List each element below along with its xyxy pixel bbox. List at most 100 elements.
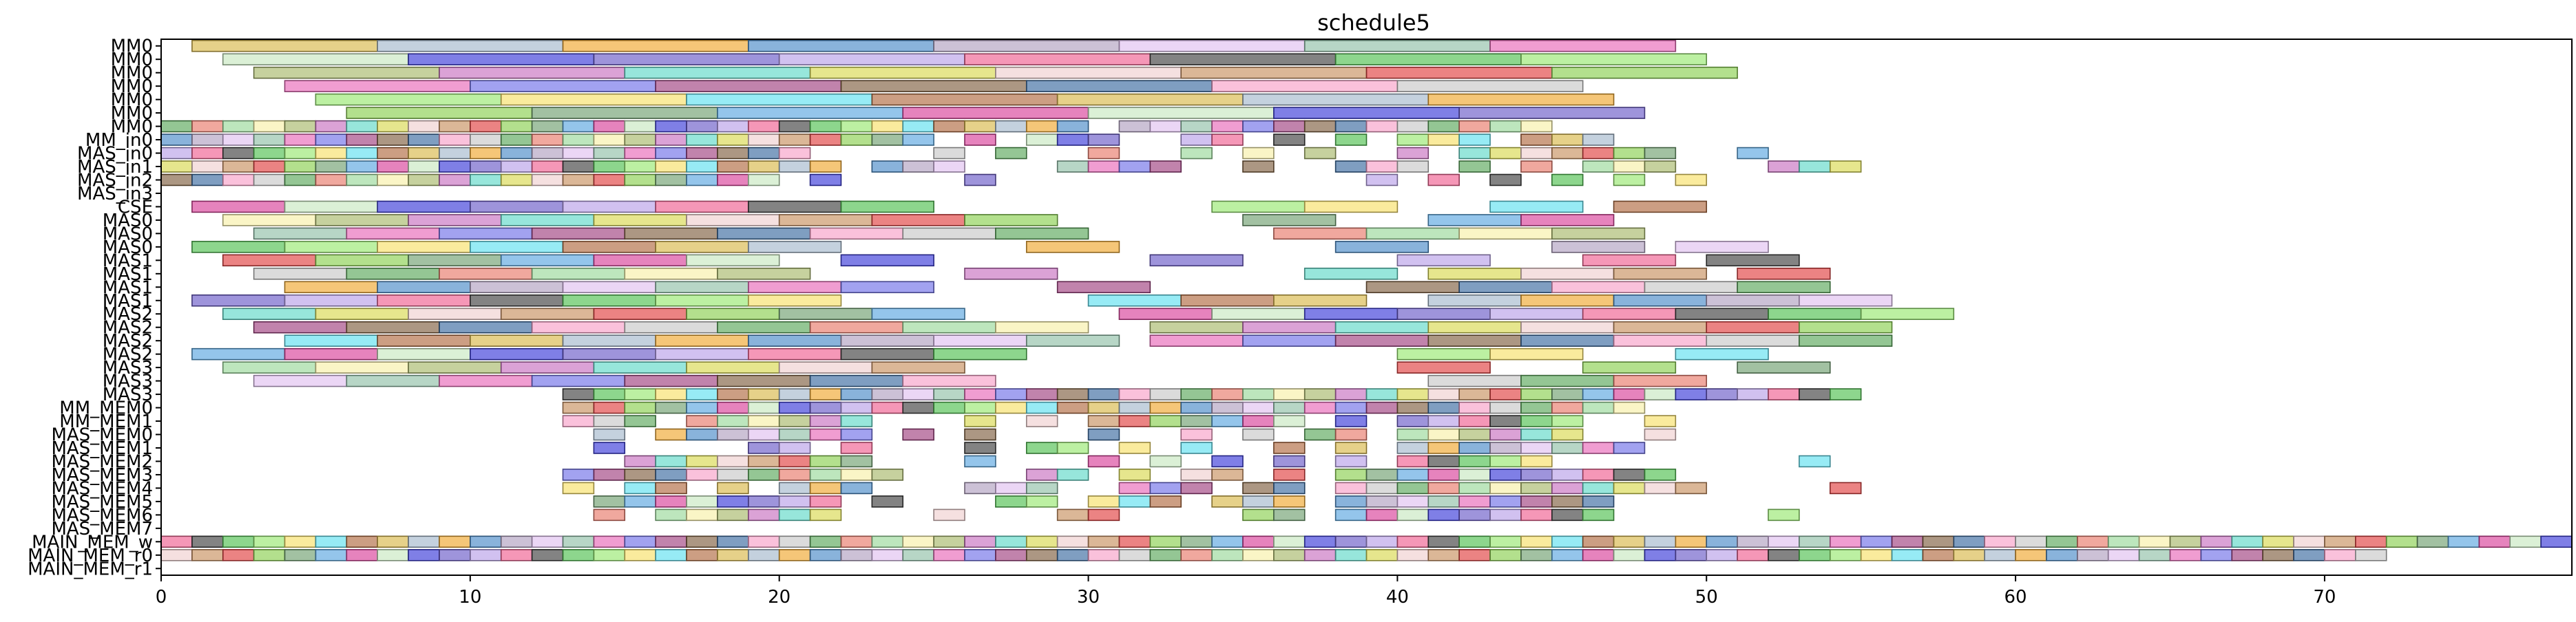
task-bar	[1180, 401, 1213, 414]
task-bar	[1551, 147, 1584, 160]
task-bar	[1489, 495, 1522, 508]
task-bar	[686, 120, 718, 133]
task-bar	[717, 535, 749, 548]
task-bar	[1365, 281, 1460, 294]
task-bar	[1520, 535, 1553, 548]
task-bar	[1056, 401, 1089, 414]
row-label: MAS_in3	[77, 184, 153, 204]
task-bar	[778, 388, 811, 400]
task-bar	[377, 334, 471, 347]
task-bar	[1087, 549, 1120, 561]
task-bar	[1242, 508, 1275, 522]
row-label: MAS_in0	[77, 144, 153, 164]
task-bar	[1984, 549, 2016, 561]
task-bar	[1211, 469, 1244, 481]
task-bar	[1303, 200, 1399, 213]
task-bar	[1644, 428, 1677, 441]
row-label: MAS_MEM1	[51, 438, 153, 459]
task-bar	[1056, 120, 1089, 133]
task-bar	[593, 495, 626, 508]
task-bar	[933, 334, 1027, 347]
task-bar	[995, 535, 1027, 548]
task-bar	[1365, 495, 1399, 508]
task-bar	[778, 469, 811, 481]
task-bar	[1644, 160, 1677, 173]
task-bar	[1706, 294, 1800, 307]
task-bar	[1334, 53, 1522, 65]
task-bar	[748, 160, 780, 173]
task-bar	[871, 549, 904, 561]
task-bar	[995, 482, 1027, 495]
task-bar	[1396, 308, 1491, 321]
task-bar	[253, 160, 286, 173]
task-bar	[531, 549, 564, 561]
task-bar	[964, 549, 996, 561]
task-bar	[686, 133, 718, 146]
task-bar	[1396, 401, 1430, 414]
task-bar	[1303, 428, 1337, 441]
task-bar	[933, 508, 965, 522]
task-bar	[717, 107, 904, 119]
task-bar	[1551, 442, 1584, 454]
task-bar	[964, 535, 996, 548]
row-label: MM0	[111, 50, 153, 70]
task-bar	[809, 120, 842, 133]
task-bar	[222, 361, 317, 374]
task-bar	[284, 160, 317, 173]
task-bar	[1613, 294, 1708, 307]
task-bar	[562, 120, 595, 133]
task-bar	[902, 120, 934, 133]
task-bar	[191, 160, 224, 173]
task-bar	[1180, 66, 1368, 79]
task-bar	[1427, 455, 1460, 468]
task-bar	[1891, 535, 1924, 548]
task-bar	[1334, 428, 1368, 441]
task-bar	[717, 508, 749, 522]
task-bar	[1273, 442, 1306, 454]
task-bar	[1427, 214, 1522, 226]
task-bar	[562, 535, 595, 548]
task-bar	[1180, 120, 1213, 133]
task-bar	[840, 428, 873, 441]
row-label: MM0	[111, 36, 153, 57]
task-bar	[1551, 495, 1584, 508]
task-bar	[315, 173, 348, 186]
row-label: MM0	[111, 76, 153, 97]
task-bar	[377, 133, 409, 146]
task-bar	[470, 347, 564, 361]
task-bar	[624, 469, 656, 481]
task-bar	[902, 374, 996, 387]
task-bar	[531, 133, 564, 146]
task-bar	[1458, 388, 1491, 400]
task-bar	[253, 549, 286, 561]
task-bar	[593, 160, 626, 173]
task-bar	[1396, 508, 1430, 522]
task-bar	[531, 268, 626, 280]
task-bar	[315, 308, 409, 321]
task-bar	[1273, 469, 1306, 481]
task-bar	[748, 120, 780, 133]
task-bar	[1582, 535, 1615, 548]
task-bar	[1211, 549, 1244, 561]
task-bar	[1365, 66, 1553, 79]
x-tick-label: 20	[768, 587, 790, 608]
task-bar	[1025, 241, 1120, 253]
task-bar	[1520, 495, 1553, 508]
task-bar	[809, 66, 996, 79]
task-bar	[1489, 442, 1522, 454]
task-bar	[160, 120, 193, 133]
task-bar	[840, 455, 873, 468]
task-bar	[717, 469, 749, 481]
task-bar	[902, 160, 934, 173]
task-bar	[1427, 294, 1522, 307]
task-bar	[809, 428, 842, 441]
task-bar	[1551, 469, 1584, 481]
task-bar	[470, 80, 656, 92]
task-bar	[1489, 147, 1522, 160]
task-bar	[1087, 415, 1120, 427]
row-label: MAS2	[103, 304, 153, 325]
task-bar	[686, 469, 718, 481]
task-bar	[1273, 227, 1368, 240]
plot-frame	[160, 39, 2573, 576]
